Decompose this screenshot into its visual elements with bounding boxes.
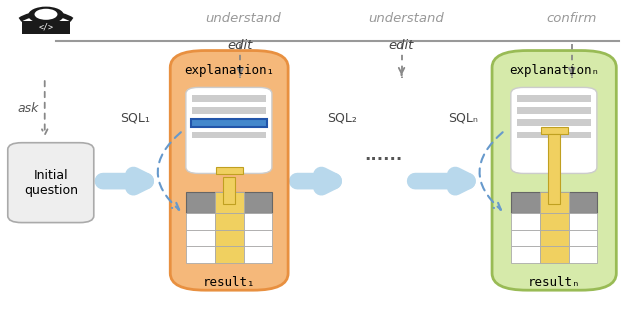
FancyBboxPatch shape — [215, 229, 244, 246]
FancyBboxPatch shape — [215, 213, 244, 229]
FancyBboxPatch shape — [541, 126, 568, 134]
FancyBboxPatch shape — [186, 87, 272, 173]
FancyBboxPatch shape — [244, 213, 272, 229]
Text: explanationₙ: explanationₙ — [509, 64, 599, 77]
Text: understand: understand — [205, 12, 282, 25]
FancyBboxPatch shape — [192, 132, 266, 138]
Text: ......: ...... — [365, 146, 403, 164]
FancyBboxPatch shape — [186, 229, 215, 246]
FancyBboxPatch shape — [223, 177, 235, 204]
Text: SQL₁: SQL₁ — [120, 111, 150, 124]
FancyBboxPatch shape — [215, 192, 244, 213]
FancyBboxPatch shape — [192, 107, 266, 114]
FancyBboxPatch shape — [540, 229, 568, 246]
FancyBboxPatch shape — [22, 21, 70, 34]
FancyBboxPatch shape — [492, 51, 616, 290]
Text: ask: ask — [17, 102, 39, 115]
Text: explanation₁: explanation₁ — [184, 64, 274, 77]
FancyBboxPatch shape — [511, 229, 540, 246]
FancyBboxPatch shape — [511, 192, 597, 213]
FancyBboxPatch shape — [511, 87, 597, 173]
Circle shape — [28, 7, 64, 24]
FancyBboxPatch shape — [517, 107, 591, 114]
Circle shape — [35, 9, 58, 20]
FancyBboxPatch shape — [568, 246, 597, 263]
FancyBboxPatch shape — [191, 119, 267, 127]
FancyBboxPatch shape — [186, 213, 215, 229]
FancyBboxPatch shape — [517, 119, 591, 126]
FancyBboxPatch shape — [540, 213, 568, 229]
FancyBboxPatch shape — [192, 119, 266, 126]
FancyBboxPatch shape — [186, 192, 272, 213]
Text: edit: edit — [389, 39, 414, 52]
FancyBboxPatch shape — [568, 213, 597, 229]
FancyBboxPatch shape — [517, 95, 591, 102]
Text: Initial
question: Initial question — [24, 169, 78, 197]
FancyBboxPatch shape — [244, 229, 272, 246]
FancyBboxPatch shape — [511, 213, 540, 229]
FancyBboxPatch shape — [192, 95, 266, 102]
FancyBboxPatch shape — [216, 166, 243, 174]
Text: result₁: result₁ — [203, 276, 255, 289]
FancyBboxPatch shape — [215, 246, 244, 263]
Text: SQLₙ: SQLₙ — [449, 111, 478, 124]
FancyBboxPatch shape — [548, 134, 560, 204]
FancyBboxPatch shape — [540, 246, 568, 263]
FancyBboxPatch shape — [568, 229, 597, 246]
Text: resultₙ: resultₙ — [528, 276, 580, 289]
FancyBboxPatch shape — [8, 143, 94, 223]
FancyBboxPatch shape — [170, 51, 288, 290]
FancyBboxPatch shape — [540, 192, 568, 213]
Text: understand: understand — [368, 12, 444, 25]
FancyBboxPatch shape — [511, 246, 540, 263]
FancyBboxPatch shape — [517, 132, 591, 138]
FancyBboxPatch shape — [186, 246, 215, 263]
Text: SQL₂: SQL₂ — [328, 111, 357, 124]
Text: edit: edit — [228, 39, 253, 52]
FancyBboxPatch shape — [244, 246, 272, 263]
Text: </>: </> — [38, 22, 54, 31]
Text: confirm: confirm — [547, 12, 597, 25]
